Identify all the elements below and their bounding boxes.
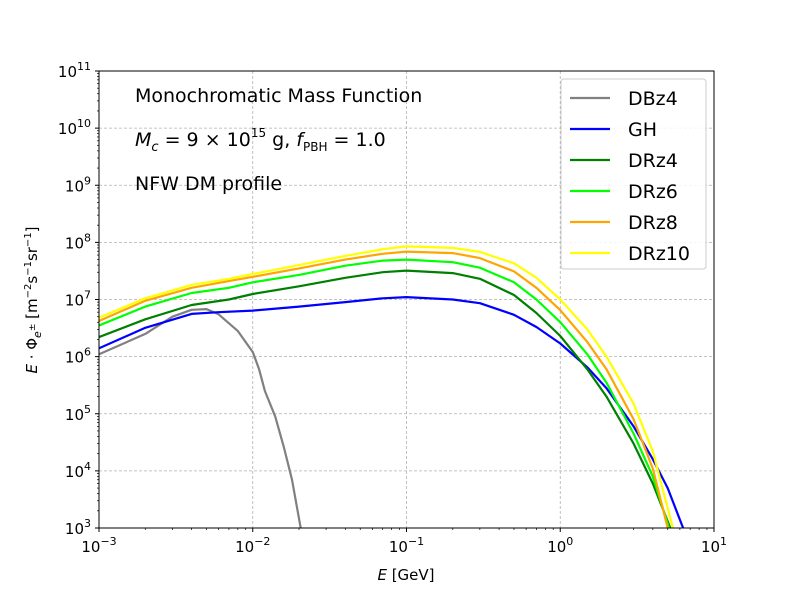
y-tick-label: 109 xyxy=(65,174,91,195)
y-tick-label: 103 xyxy=(65,517,91,538)
y-tick-label: 106 xyxy=(65,346,91,367)
y-tick-label: 104 xyxy=(65,460,91,481)
x-tick-label: 100 xyxy=(547,535,573,556)
legend-label-drz6: DRz6 xyxy=(628,181,678,203)
series-line-gh xyxy=(99,296,685,528)
legend-label-drz10: DRz10 xyxy=(628,243,690,265)
series-line-dbz4 xyxy=(99,308,302,528)
legend-label-drz8: DRz8 xyxy=(628,212,678,234)
annotation-mass: Mc = 9 × 1015 g, fPBH = 1.0 xyxy=(135,126,386,155)
x-tick-label: 101 xyxy=(701,535,727,556)
x-tick-label: 10−1 xyxy=(389,535,424,556)
x-tick-label: 10−2 xyxy=(235,535,270,556)
x-tick-label: 10−3 xyxy=(81,535,116,556)
y-tick-label: 1011 xyxy=(58,60,91,81)
x-axis-label: E [GeV] xyxy=(377,566,434,584)
y-tick-label: 107 xyxy=(65,289,91,310)
legend-label-drz4: DRz4 xyxy=(628,150,678,172)
series-group xyxy=(99,245,685,528)
annotation-title: Monochromatic Mass Function xyxy=(135,85,422,107)
legend-label-dbz4: DBz4 xyxy=(628,88,678,110)
legend-label-gh: GH xyxy=(628,119,657,141)
y-axis-label: E · Φe± [m−2s−1sr−1] xyxy=(23,226,44,373)
ticks: 10−3 10−2 10−1 100 101 103 104 105 106 107 108 109 1… xyxy=(58,60,727,556)
series-line-drz8 xyxy=(99,250,669,528)
y-tick-label: 108 xyxy=(65,231,91,252)
y-tick-label: 1010 xyxy=(58,117,91,138)
legend: DBz4 GH DRz4 DRz6 DRz8 DRz10 xyxy=(560,78,707,270)
series-line-drz6 xyxy=(99,258,671,528)
annotation-profile: NFW DM profile xyxy=(135,173,282,195)
series-line-drz4 xyxy=(99,269,672,528)
series-line-drz10 xyxy=(99,245,674,528)
y-tick-label: 105 xyxy=(65,403,91,424)
